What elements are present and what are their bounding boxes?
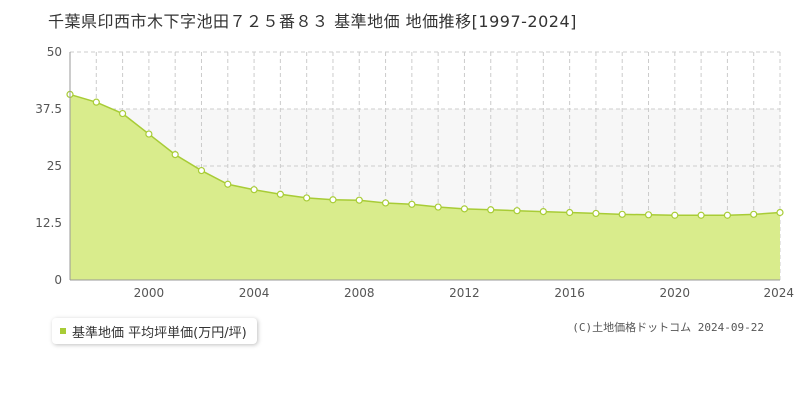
data-point (381, 199, 390, 207)
data-point (539, 208, 547, 216)
x-tick-label: 2016 (554, 286, 585, 300)
x-tick-label: 2008 (344, 286, 375, 300)
legend-label: 基準地価 平均坪単価(万円/坪) (72, 325, 247, 341)
legend-swatch (60, 328, 66, 334)
data-point (250, 186, 258, 194)
x-tick-label: 2012 (449, 286, 480, 300)
data-point (618, 210, 626, 218)
x-tick-label: 2004 (239, 286, 270, 300)
data-point (118, 109, 127, 118)
chart-title: 千葉県印西市木下字池田７２５番８３ 基準地価 地価推移[1997-2024] (48, 12, 577, 31)
data-point (697, 211, 705, 219)
data-point (776, 208, 784, 217)
series-area (70, 94, 780, 280)
y-tick-label: 50 (47, 45, 62, 59)
data-point (513, 207, 521, 215)
data-point (487, 206, 495, 214)
data-point (92, 98, 100, 106)
data-point (671, 211, 679, 219)
y-tick-label: 12.5 (35, 216, 62, 230)
data-point (723, 211, 732, 219)
x-tick-label: 2020 (660, 286, 691, 300)
x-tick-label: 2000 (134, 286, 165, 300)
y-tick-label: 0 (54, 273, 62, 287)
data-point (408, 200, 416, 208)
data-point (750, 210, 758, 218)
legend[interactable]: 基準地価 平均坪単価(万円/坪) (52, 318, 257, 344)
data-point (592, 209, 600, 218)
data-point (566, 208, 574, 217)
data-point (355, 196, 363, 204)
y-tick-label: 37.5 (35, 102, 62, 116)
data-point (145, 130, 153, 138)
data-point (303, 194, 311, 202)
data-point (460, 205, 469, 213)
data-point (224, 180, 232, 188)
series-line (69, 93, 781, 216)
y-tick-label: 25 (47, 159, 62, 173)
data-point (644, 211, 653, 219)
data-point (171, 151, 179, 159)
data-point (197, 166, 206, 175)
source-credit: (C)土地価格ドットコム 2024-09-22 (572, 321, 764, 334)
data-point (276, 190, 284, 198)
data-point (434, 203, 442, 211)
plot-band-top (70, 52, 780, 109)
data-point (329, 196, 337, 204)
x-tick-label: 2024 (763, 286, 794, 300)
